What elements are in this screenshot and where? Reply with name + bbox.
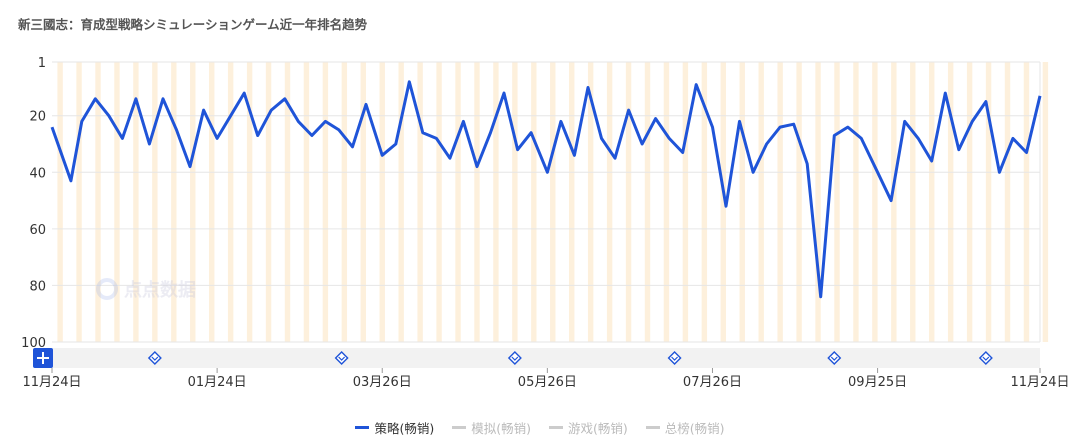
legend-item[interactable]: 总榜(畅销) xyxy=(645,418,725,437)
background-band xyxy=(341,62,348,342)
chevron-down-icon xyxy=(982,356,990,361)
legend-swatch xyxy=(355,426,370,429)
series-line xyxy=(50,80,1042,299)
background-band xyxy=(815,62,821,342)
background-band xyxy=(891,62,897,342)
background-band xyxy=(246,62,253,342)
x-tick-label: 09月25日 xyxy=(848,375,907,390)
background-band xyxy=(379,62,385,342)
background-band xyxy=(133,62,139,342)
background-band xyxy=(644,62,651,342)
background-band xyxy=(57,62,63,342)
legend-label: 模拟(畅销) xyxy=(471,421,531,436)
background-band xyxy=(265,62,272,342)
background-band xyxy=(758,62,764,342)
background-band xyxy=(796,62,802,342)
background-band xyxy=(208,62,215,342)
legend-swatch xyxy=(549,426,563,429)
y-tick-label: 1 xyxy=(38,56,46,71)
chevron-down-icon xyxy=(511,356,519,361)
x-tick-label: 07月26日 xyxy=(683,375,742,390)
background-band xyxy=(531,62,537,342)
x-tick-label: 03月26日 xyxy=(353,375,412,390)
background-band xyxy=(417,62,423,342)
chevron-down-icon xyxy=(151,356,159,361)
chevron-down-icon xyxy=(671,356,678,361)
background-band xyxy=(227,62,234,342)
legend-item[interactable]: 游戏(畅销) xyxy=(549,418,628,437)
background-band xyxy=(853,62,859,342)
background-band xyxy=(190,62,196,342)
legend-label: 策略(畅销) xyxy=(374,421,435,436)
legend: 策略(畅销) 模拟(畅销) 游戏(畅销) 总榜(畅销) xyxy=(0,418,1080,437)
x-tick-label: 05月26日 xyxy=(518,375,577,390)
event-marker-icon[interactable] xyxy=(827,351,842,365)
background-band xyxy=(587,62,594,342)
background-band xyxy=(455,62,461,342)
background-band xyxy=(682,62,689,342)
y-tick-label: 20 xyxy=(29,110,46,125)
background-band xyxy=(76,62,82,342)
background-band xyxy=(171,62,177,342)
y-tick-label: 100 xyxy=(21,336,46,351)
y-tick-label: 60 xyxy=(29,223,46,238)
y-tick-label: 80 xyxy=(29,279,46,294)
background-band xyxy=(720,62,727,342)
background-band xyxy=(493,62,499,342)
watermark-text: 点点数据 xyxy=(124,280,196,301)
background-band xyxy=(625,62,632,342)
event-marker-icon[interactable] xyxy=(507,351,522,365)
background-band xyxy=(929,62,935,342)
background-band xyxy=(1023,62,1030,342)
background-band xyxy=(322,62,329,342)
background-band xyxy=(360,62,366,342)
legend-item[interactable]: 模拟(畅销) xyxy=(452,418,531,437)
background-band xyxy=(777,62,783,342)
background-band xyxy=(739,62,745,342)
background-band xyxy=(966,62,973,342)
background-band xyxy=(303,62,310,342)
legend-swatch xyxy=(645,426,660,429)
background-band xyxy=(834,62,840,342)
background-band xyxy=(1042,62,1049,342)
background-band xyxy=(474,62,480,342)
background-band xyxy=(701,62,708,342)
event-marker-icon[interactable] xyxy=(667,351,682,365)
background-band xyxy=(569,62,575,342)
x-tick-label: 01月24日 xyxy=(188,375,247,390)
background-band xyxy=(436,62,442,342)
background-band xyxy=(550,62,556,342)
background-band xyxy=(512,62,518,342)
legend-item[interactable]: 策略(畅销) xyxy=(355,418,434,437)
y-tick-label: 40 xyxy=(29,166,46,181)
x-tick-label: 11月24日 xyxy=(1010,375,1069,390)
background-band xyxy=(1004,62,1011,342)
background-band xyxy=(663,62,670,342)
background-band xyxy=(95,62,101,342)
legend-label: 游戏(畅销) xyxy=(568,421,628,436)
chevron-down-icon xyxy=(338,356,346,361)
legend-swatch xyxy=(452,426,467,429)
event-marker-icon[interactable] xyxy=(147,351,162,365)
background-band xyxy=(152,62,158,342)
chart-title: 新三國志：育成型戦略シミュレーションゲーム近一年排名趋势 xyxy=(18,17,368,32)
background-band xyxy=(284,62,291,342)
background-band xyxy=(606,62,613,342)
range-slider-track xyxy=(52,348,1040,368)
watermark-logo-icon xyxy=(96,278,118,300)
legend-label: 总榜(畅销) xyxy=(664,421,725,436)
event-marker-icon[interactable] xyxy=(334,351,349,365)
background-band xyxy=(114,62,120,342)
background-band xyxy=(947,62,954,342)
chevron-down-icon xyxy=(830,356,838,361)
watermark: 点点数据 xyxy=(96,276,196,302)
x-tick-label: 11月24日 xyxy=(22,375,81,390)
event-marker-icon[interactable] xyxy=(978,351,993,365)
background-band xyxy=(910,62,916,342)
background-band xyxy=(398,62,404,342)
background-band xyxy=(872,62,878,342)
background-band xyxy=(985,62,992,342)
